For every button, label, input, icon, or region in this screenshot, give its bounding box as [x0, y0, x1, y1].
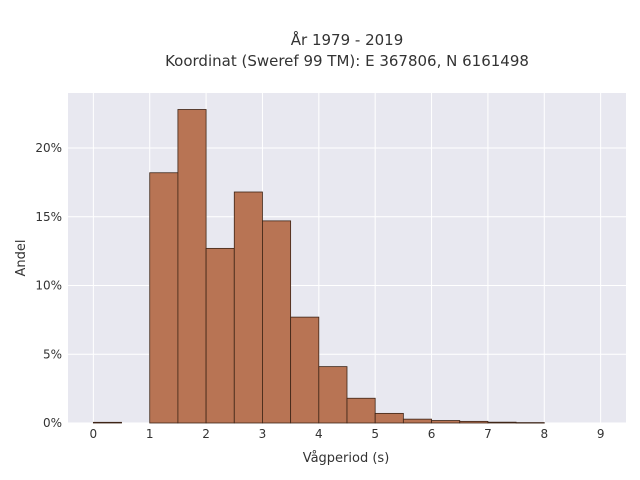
histogram-bar: [177, 109, 207, 424]
x-axis-label: Vågperiod (s): [303, 451, 390, 466]
histogram-bar: [374, 412, 404, 424]
histogram-bar: [205, 247, 235, 424]
x-tick-label: 3: [259, 427, 267, 441]
x-tick-label: 9: [597, 427, 605, 441]
chart-title: År 1979 - 2019: [291, 30, 404, 49]
x-tick-label: 7: [484, 427, 492, 441]
histogram-bar: [346, 397, 376, 424]
x-axis-ticks: 0 1 2 3 4 5 6 7 8 9: [90, 427, 605, 441]
y-tick-label: 10%: [35, 279, 62, 293]
x-tick-label: 5: [371, 427, 379, 441]
histogram-bar: [487, 421, 517, 424]
histogram-bar: [262, 220, 292, 424]
x-tick-label: 0: [90, 427, 98, 441]
x-tick-label: 4: [315, 427, 323, 441]
histogram-bar: [459, 420, 489, 424]
histogram-bar: [402, 418, 432, 424]
x-tick-label: 1: [146, 427, 154, 441]
y-tick-label: 20%: [35, 141, 62, 155]
histogram-bar: [92, 421, 122, 424]
histogram-bar: [149, 172, 179, 424]
x-tick-label: 2: [202, 427, 210, 441]
chart-subtitle: Koordinat (Sweref 99 TM): E 367806, N 61…: [165, 52, 529, 70]
y-tick-label: 15%: [35, 210, 62, 224]
x-tick-label: 8: [540, 427, 548, 441]
y-tick-label: 5%: [43, 347, 62, 361]
bars: [92, 109, 545, 424]
y-tick-label: 0%: [43, 416, 62, 430]
histogram-bar: [431, 420, 461, 424]
y-axis-label: Andel: [14, 240, 29, 277]
x-tick-label: 6: [428, 427, 436, 441]
histogram-bar: [515, 422, 545, 424]
histogram-bar: [233, 191, 263, 424]
y-axis-ticks: 0% 5% 10% 15% 20%: [35, 141, 62, 430]
histogram-bar: [290, 316, 320, 424]
histogram-bar: [318, 366, 348, 424]
